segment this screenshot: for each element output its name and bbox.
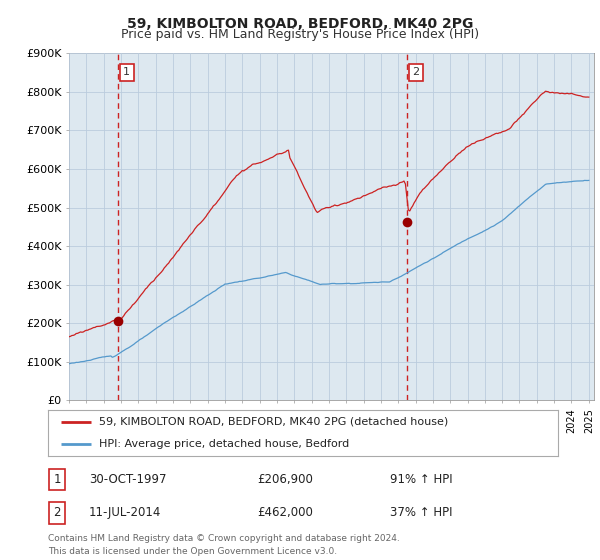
Text: 30-OCT-1997: 30-OCT-1997 — [89, 473, 166, 486]
Text: 1: 1 — [53, 473, 61, 486]
Text: 59, KIMBOLTON ROAD, BEDFORD, MK40 2PG (detached house): 59, KIMBOLTON ROAD, BEDFORD, MK40 2PG (d… — [99, 417, 448, 427]
Text: Price paid vs. HM Land Registry's House Price Index (HPI): Price paid vs. HM Land Registry's House … — [121, 28, 479, 41]
Text: 11-JUL-2014: 11-JUL-2014 — [89, 506, 161, 520]
Text: 1: 1 — [123, 68, 130, 77]
Text: 37% ↑ HPI: 37% ↑ HPI — [390, 506, 452, 520]
Text: HPI: Average price, detached house, Bedford: HPI: Average price, detached house, Bedf… — [99, 438, 349, 449]
Text: 91% ↑ HPI: 91% ↑ HPI — [390, 473, 452, 486]
Text: 2: 2 — [413, 68, 420, 77]
Text: £206,900: £206,900 — [257, 473, 313, 486]
Text: Contains HM Land Registry data © Crown copyright and database right 2024.
This d: Contains HM Land Registry data © Crown c… — [48, 534, 400, 556]
Text: 59, KIMBOLTON ROAD, BEDFORD, MK40 2PG: 59, KIMBOLTON ROAD, BEDFORD, MK40 2PG — [127, 17, 473, 31]
Text: £462,000: £462,000 — [257, 506, 313, 520]
Text: 2: 2 — [53, 506, 61, 520]
